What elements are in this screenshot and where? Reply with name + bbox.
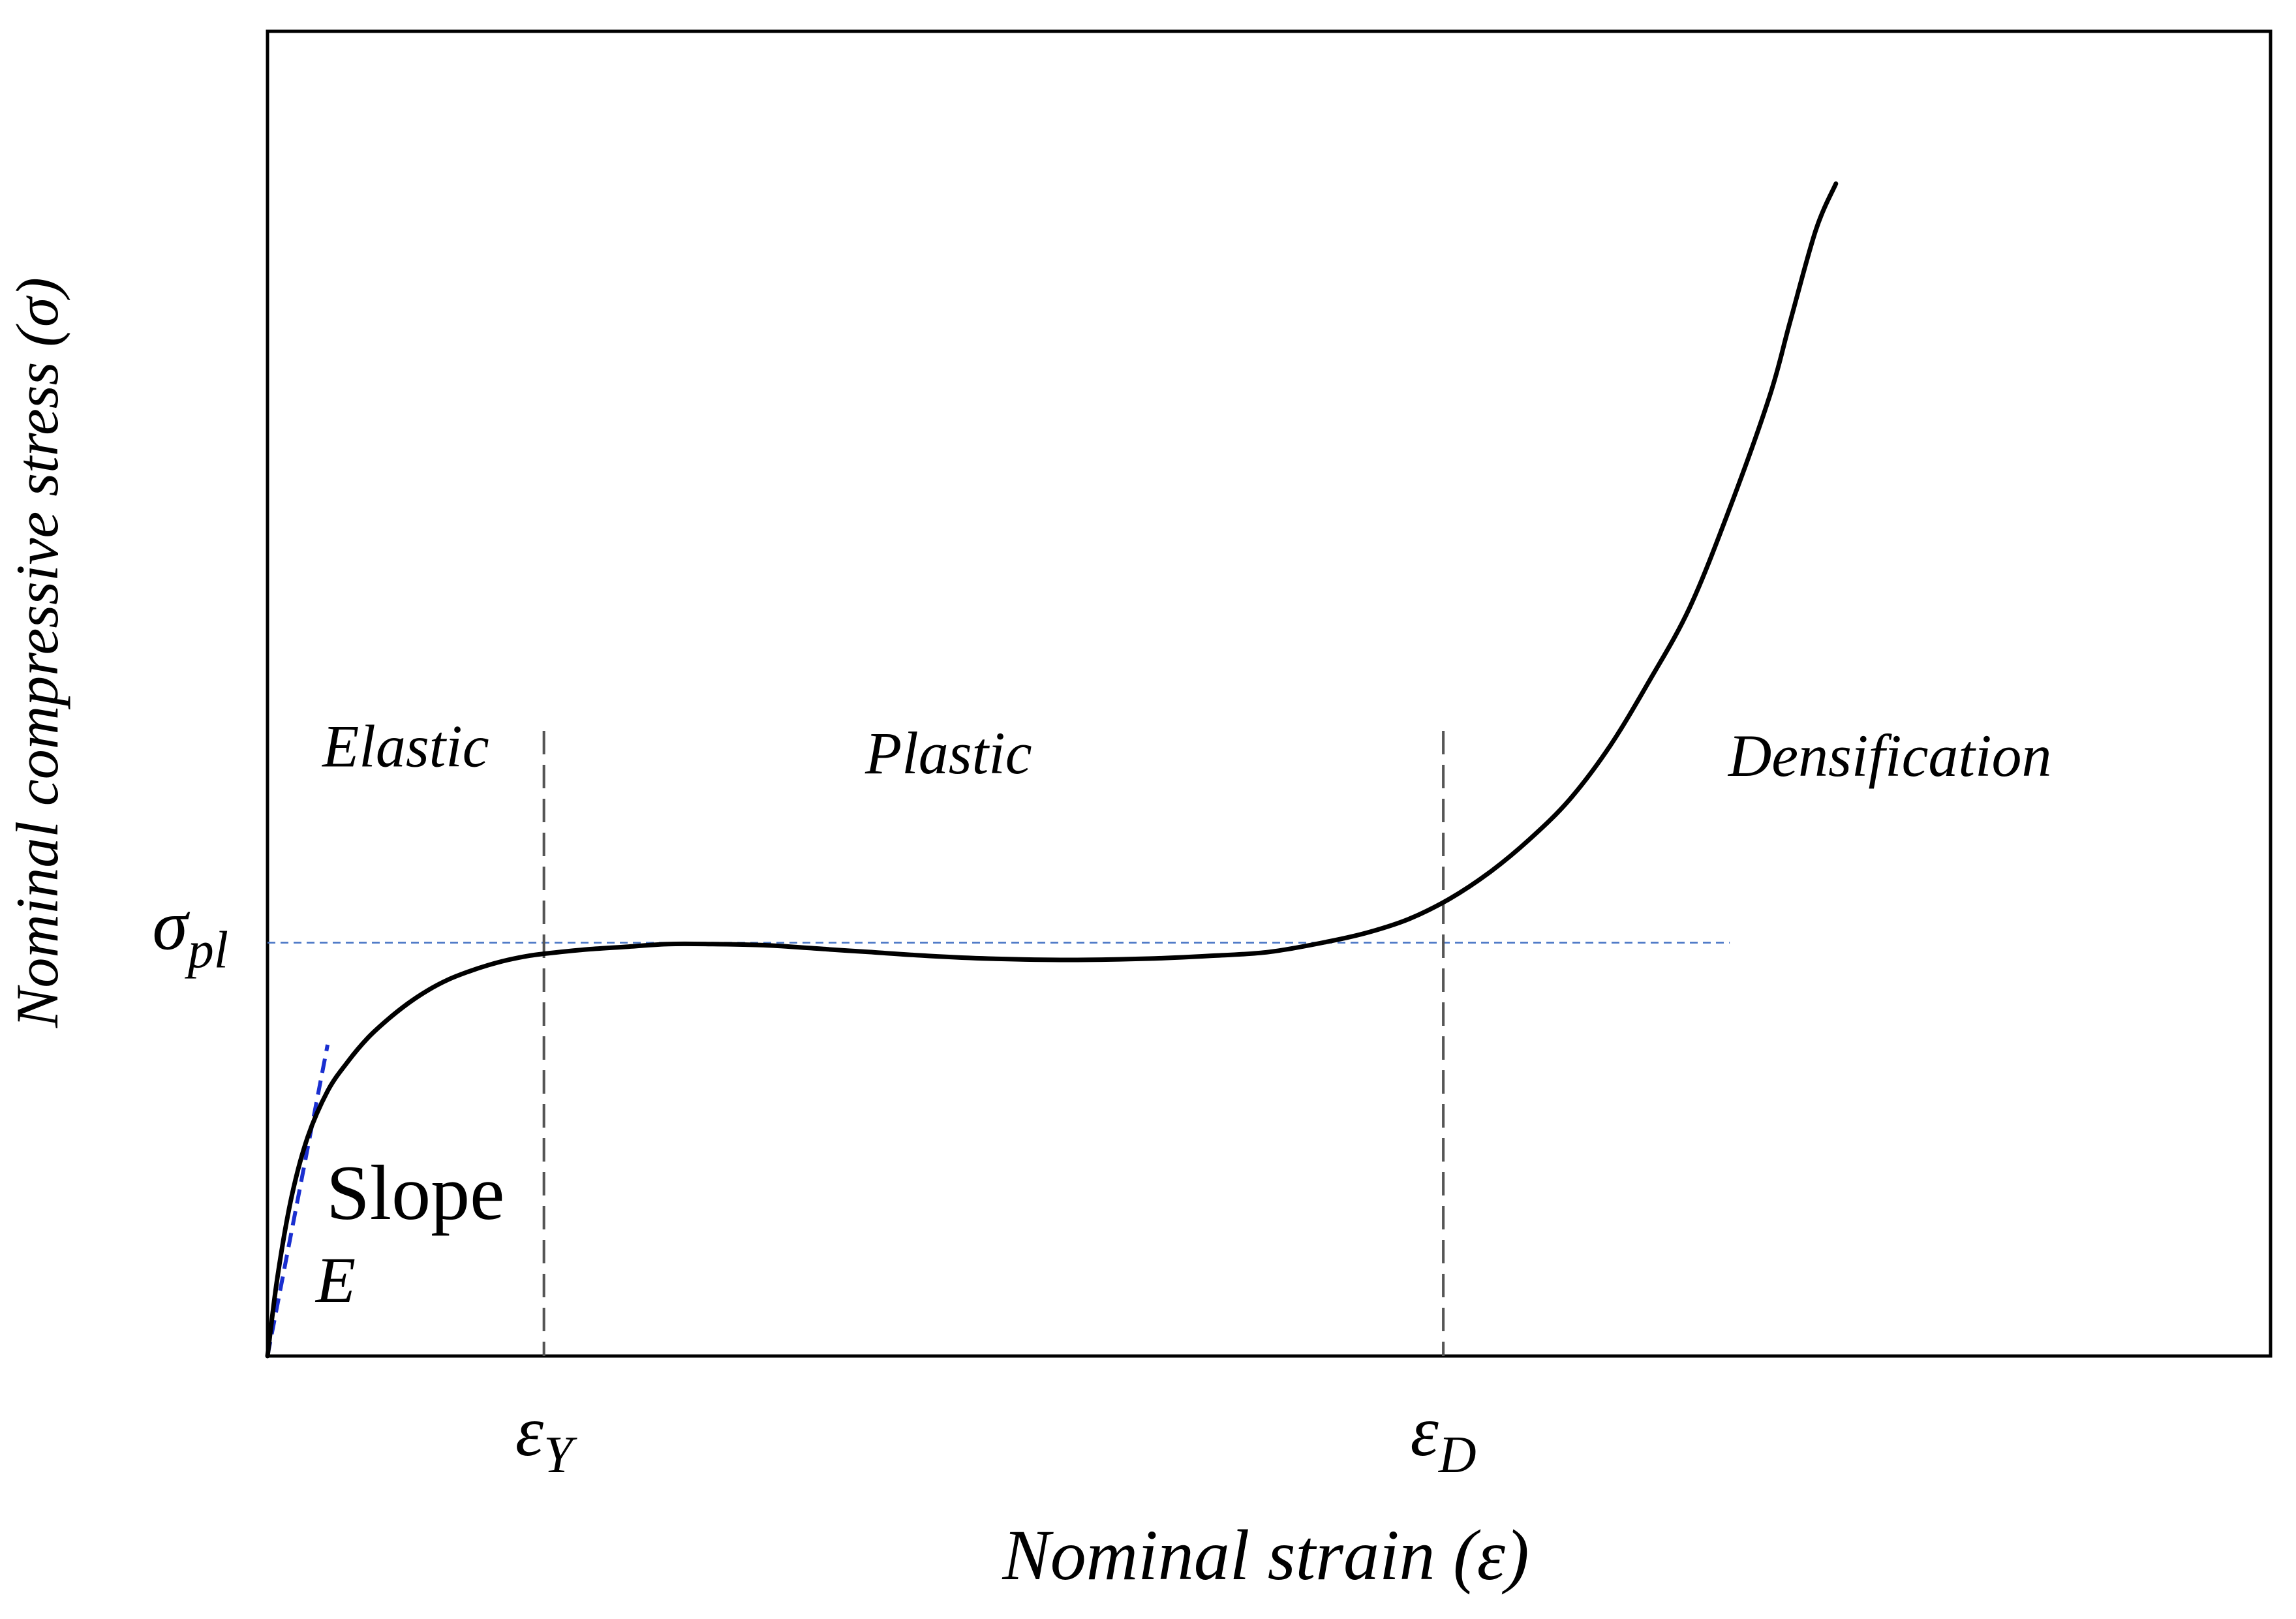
y-tick-label-sigma-pl: σpl <box>153 886 228 979</box>
plot-frame <box>266 29 2273 1358</box>
region-label-densification: Densification <box>1727 722 2052 789</box>
y-tick-subscript: pl <box>185 922 228 979</box>
region-label-elastic: Elastic <box>321 713 489 780</box>
region-label-plastic: Plastic <box>865 720 1032 786</box>
x-tick-base: ε <box>515 1391 544 1471</box>
elastic-slope-line <box>266 1044 330 1357</box>
x-axis-label: Nominal strain (ε) <box>1002 1515 1529 1595</box>
y-tick-base: σ <box>153 886 191 965</box>
slope-annotation-label: Slope <box>326 1149 504 1236</box>
x-tick-label-epsilon-d: εD <box>1411 1391 1477 1484</box>
x-tick-subscript: D <box>1438 1426 1477 1484</box>
stress-strain-curve <box>265 181 1839 1359</box>
x-tick-subscript: Y <box>543 1426 577 1484</box>
x-tick-base: ε <box>1411 1391 1439 1471</box>
slope-annotation-symbol: E <box>314 1244 356 1316</box>
x-tick-label-epsilon-y: εY <box>515 1391 577 1484</box>
y-axis-label: Nominal compressive stress (σ) <box>4 277 70 1028</box>
